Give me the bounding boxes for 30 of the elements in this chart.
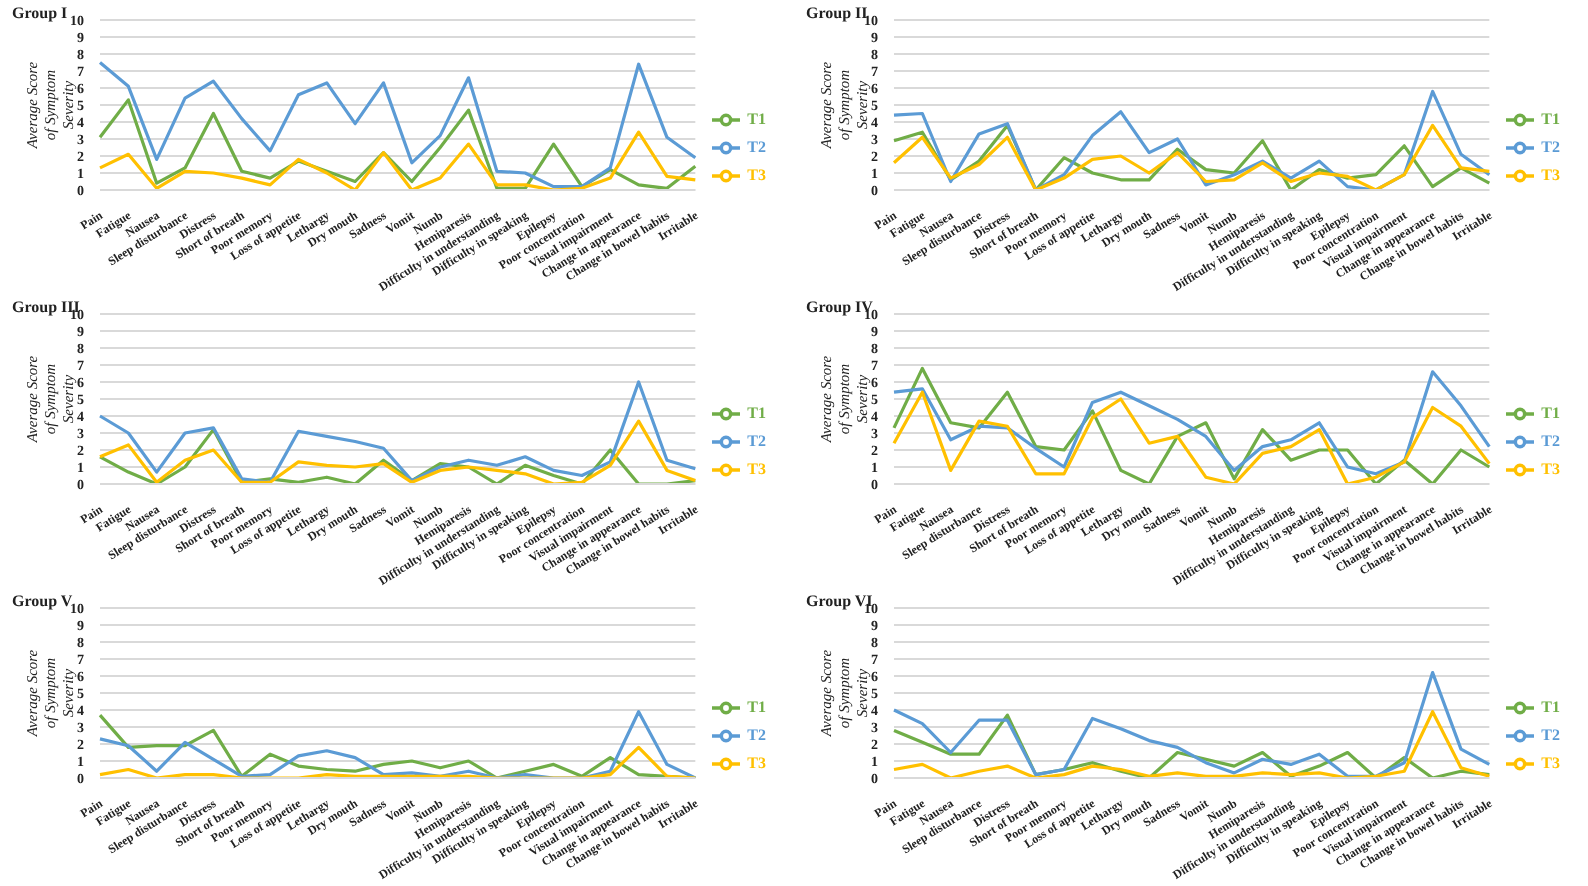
- chart-title: Group II: [806, 4, 868, 22]
- legend-label: T3: [747, 752, 766, 771]
- line-series: [98, 98, 697, 190]
- legend-label: T1: [747, 696, 766, 715]
- legend-label: T1: [1541, 402, 1560, 421]
- legend-label: T3: [1541, 164, 1560, 183]
- line-series: [892, 671, 1491, 778]
- line-series: [98, 60, 697, 189]
- line-series: [98, 130, 697, 190]
- legend-label: T3: [747, 458, 766, 477]
- legend-label: T1: [1541, 108, 1560, 127]
- legend-label: T3: [1541, 458, 1560, 477]
- line-series: [892, 123, 1491, 190]
- line-series: [892, 89, 1491, 190]
- legend-label: T1: [747, 108, 766, 127]
- line-series: [98, 745, 697, 778]
- line-series: [892, 390, 1491, 484]
- line-series: [98, 380, 697, 484]
- legend-label: T2: [747, 430, 766, 449]
- chart-title: Group V: [12, 592, 73, 610]
- legend-label: T3: [1541, 752, 1560, 771]
- legend-label: T2: [747, 724, 766, 743]
- legend-label: T2: [1541, 724, 1560, 743]
- legend-label: T1: [1541, 696, 1560, 715]
- legend-label: T3: [747, 164, 766, 183]
- legend-label: T2: [747, 136, 766, 155]
- legend-label: T1: [747, 402, 766, 421]
- chart-title: Group I: [12, 4, 68, 22]
- legend-label: T2: [1541, 430, 1560, 449]
- legend-label: T2: [1541, 136, 1560, 155]
